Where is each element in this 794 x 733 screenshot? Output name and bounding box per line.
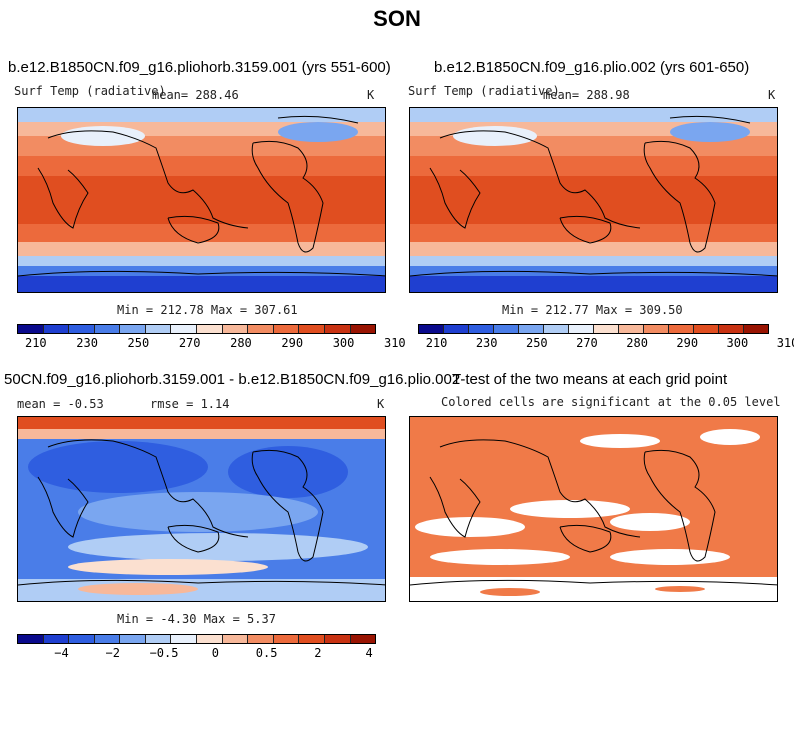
colorbar-swatch-0: [18, 635, 44, 643]
colorbar-swatch-0: [419, 325, 444, 333]
colorbar-swatch-7: [197, 325, 223, 333]
colorbar-swatch-10: [669, 325, 694, 333]
colorbar-swatch-13: [350, 325, 376, 333]
colorbar-tick-label: 230: [475, 336, 498, 350]
colorbar-swatch-12: [324, 325, 351, 333]
colorbar-swatch-7: [197, 635, 223, 643]
panel2-mean: mean= 288.98: [543, 88, 630, 102]
colorbar-swatch-11: [299, 635, 325, 643]
colorbar-swatch-9: [248, 635, 274, 643]
colorbar-swatch-5: [145, 635, 172, 643]
panel3-map-svg: [18, 417, 385, 601]
colorbar-swatch-1: [43, 325, 70, 333]
colorbar-swatch-8: [222, 325, 249, 333]
colorbar-swatch-7: [594, 325, 619, 333]
panel3-map: [17, 416, 386, 602]
colorbar-swatch-13: [350, 635, 376, 643]
panel1-units: K: [367, 88, 375, 102]
colorbar-swatch-3: [494, 325, 519, 333]
colorbar-tick-label: 2: [314, 646, 322, 660]
figure-title: SON: [373, 6, 421, 31]
panel3-rmse: rmse = 1.14: [150, 397, 230, 411]
colorbar-swatch-11: [299, 325, 325, 333]
colorbar-swatch-3: [94, 325, 121, 333]
colorbar-tick-label: 4: [365, 646, 373, 660]
colorbar-swatch-9: [644, 325, 669, 333]
panel1-mean: mean= 288.46: [152, 88, 239, 102]
panel1-title: b.e12.B1850CN.f09_g16.pliohorb.3159.001 …: [8, 59, 391, 76]
colorbar-tick-label: −2: [105, 646, 120, 660]
panel1-map: [17, 107, 386, 293]
colorbar-tick-label: 230: [76, 336, 98, 350]
panel3-colorbar: [17, 634, 376, 644]
panel2-title: b.e12.B1850CN.f09_g16.plio.002 (yrs 601-…: [434, 59, 750, 76]
panel1-map-svg: [18, 108, 385, 292]
colorbar-tick-label: 210: [425, 336, 448, 350]
colorbar-swatch-5: [145, 325, 172, 333]
colorbar-swatch-9: [248, 325, 274, 333]
colorbar-tick-label: 270: [576, 336, 598, 350]
panel4-map-svg: [410, 417, 777, 601]
panel2-colorbar: [418, 324, 769, 334]
panel4-title: T-test of the two means at each grid poi…: [452, 371, 728, 388]
colorbar-swatch-8: [222, 635, 249, 643]
panel3-units: K: [377, 397, 385, 411]
colorbar-tick-label: 300: [726, 336, 749, 350]
colorbar-tick-label: 250: [127, 336, 150, 350]
colorbar-swatch-2: [69, 635, 95, 643]
colorbar-swatch-10: [273, 325, 300, 333]
colorbar-tick-label: 0.5: [255, 646, 278, 660]
colorbar-tick-label: 290: [676, 336, 699, 350]
panel3-mean: mean = -0.53: [17, 397, 104, 411]
panel3-minmax: Min = -4.30 Max = 5.37: [117, 612, 276, 626]
colorbar-tick-label: −4: [54, 646, 69, 660]
panel1-minmax: Min = 212.78 Max = 307.61: [117, 303, 298, 317]
panel2-units: K: [768, 88, 776, 102]
colorbar-swatch-4: [120, 635, 146, 643]
colorbar-swatch-1: [43, 635, 70, 643]
colorbar-swatch-0: [18, 325, 44, 333]
colorbar-tick-label: 0: [211, 646, 219, 660]
colorbar-tick-label: −0.5: [149, 646, 179, 660]
colorbar-swatch-5: [544, 325, 569, 333]
colorbar-swatch-4: [519, 325, 544, 333]
colorbar-swatch-8: [619, 325, 644, 333]
colorbar-swatch-3: [94, 635, 121, 643]
colorbar-tick-label: 310: [776, 336, 794, 350]
panel2-map: [409, 107, 778, 293]
colorbar-swatch-10: [273, 635, 300, 643]
colorbar-tick-label: 280: [626, 336, 648, 350]
colorbar-tick-label: 300: [332, 336, 355, 350]
panel4-map: [409, 416, 778, 602]
colorbar-swatch-4: [120, 325, 146, 333]
panel3-title: 50CN.f09_g16.pliohorb.3159.001 - b.e12.B…: [4, 371, 461, 388]
colorbar-swatch-6: [171, 635, 198, 643]
colorbar-tick-label: 310: [383, 336, 406, 350]
colorbar-swatch-2: [69, 325, 95, 333]
colorbar-tick-label: 280: [230, 336, 252, 350]
panel1-colorbar: [17, 324, 376, 334]
colorbar-tick-label: 290: [281, 336, 304, 350]
panel2-map-svg: [410, 108, 777, 292]
colorbar-swatch-13: [744, 325, 768, 333]
colorbar-swatch-6: [569, 325, 594, 333]
panel2-variable: Surf Temp (radiative): [408, 84, 560, 98]
panel4-subtitle: Colored cells are significant at the 0.0…: [441, 395, 781, 409]
colorbar-swatch-1: [444, 325, 469, 333]
colorbar-tick-label: 210: [24, 336, 47, 350]
colorbar-tick-label: 270: [178, 336, 201, 350]
panel2-minmax: Min = 212.77 Max = 309.50: [502, 303, 683, 317]
colorbar-swatch-6: [171, 325, 198, 333]
colorbar-swatch-12: [324, 635, 351, 643]
colorbar-swatch-12: [719, 325, 744, 333]
colorbar-swatch-2: [469, 325, 494, 333]
colorbar-swatch-11: [694, 325, 719, 333]
panel1-variable: Surf Temp (radiative): [14, 84, 166, 98]
colorbar-tick-label: 250: [525, 336, 548, 350]
